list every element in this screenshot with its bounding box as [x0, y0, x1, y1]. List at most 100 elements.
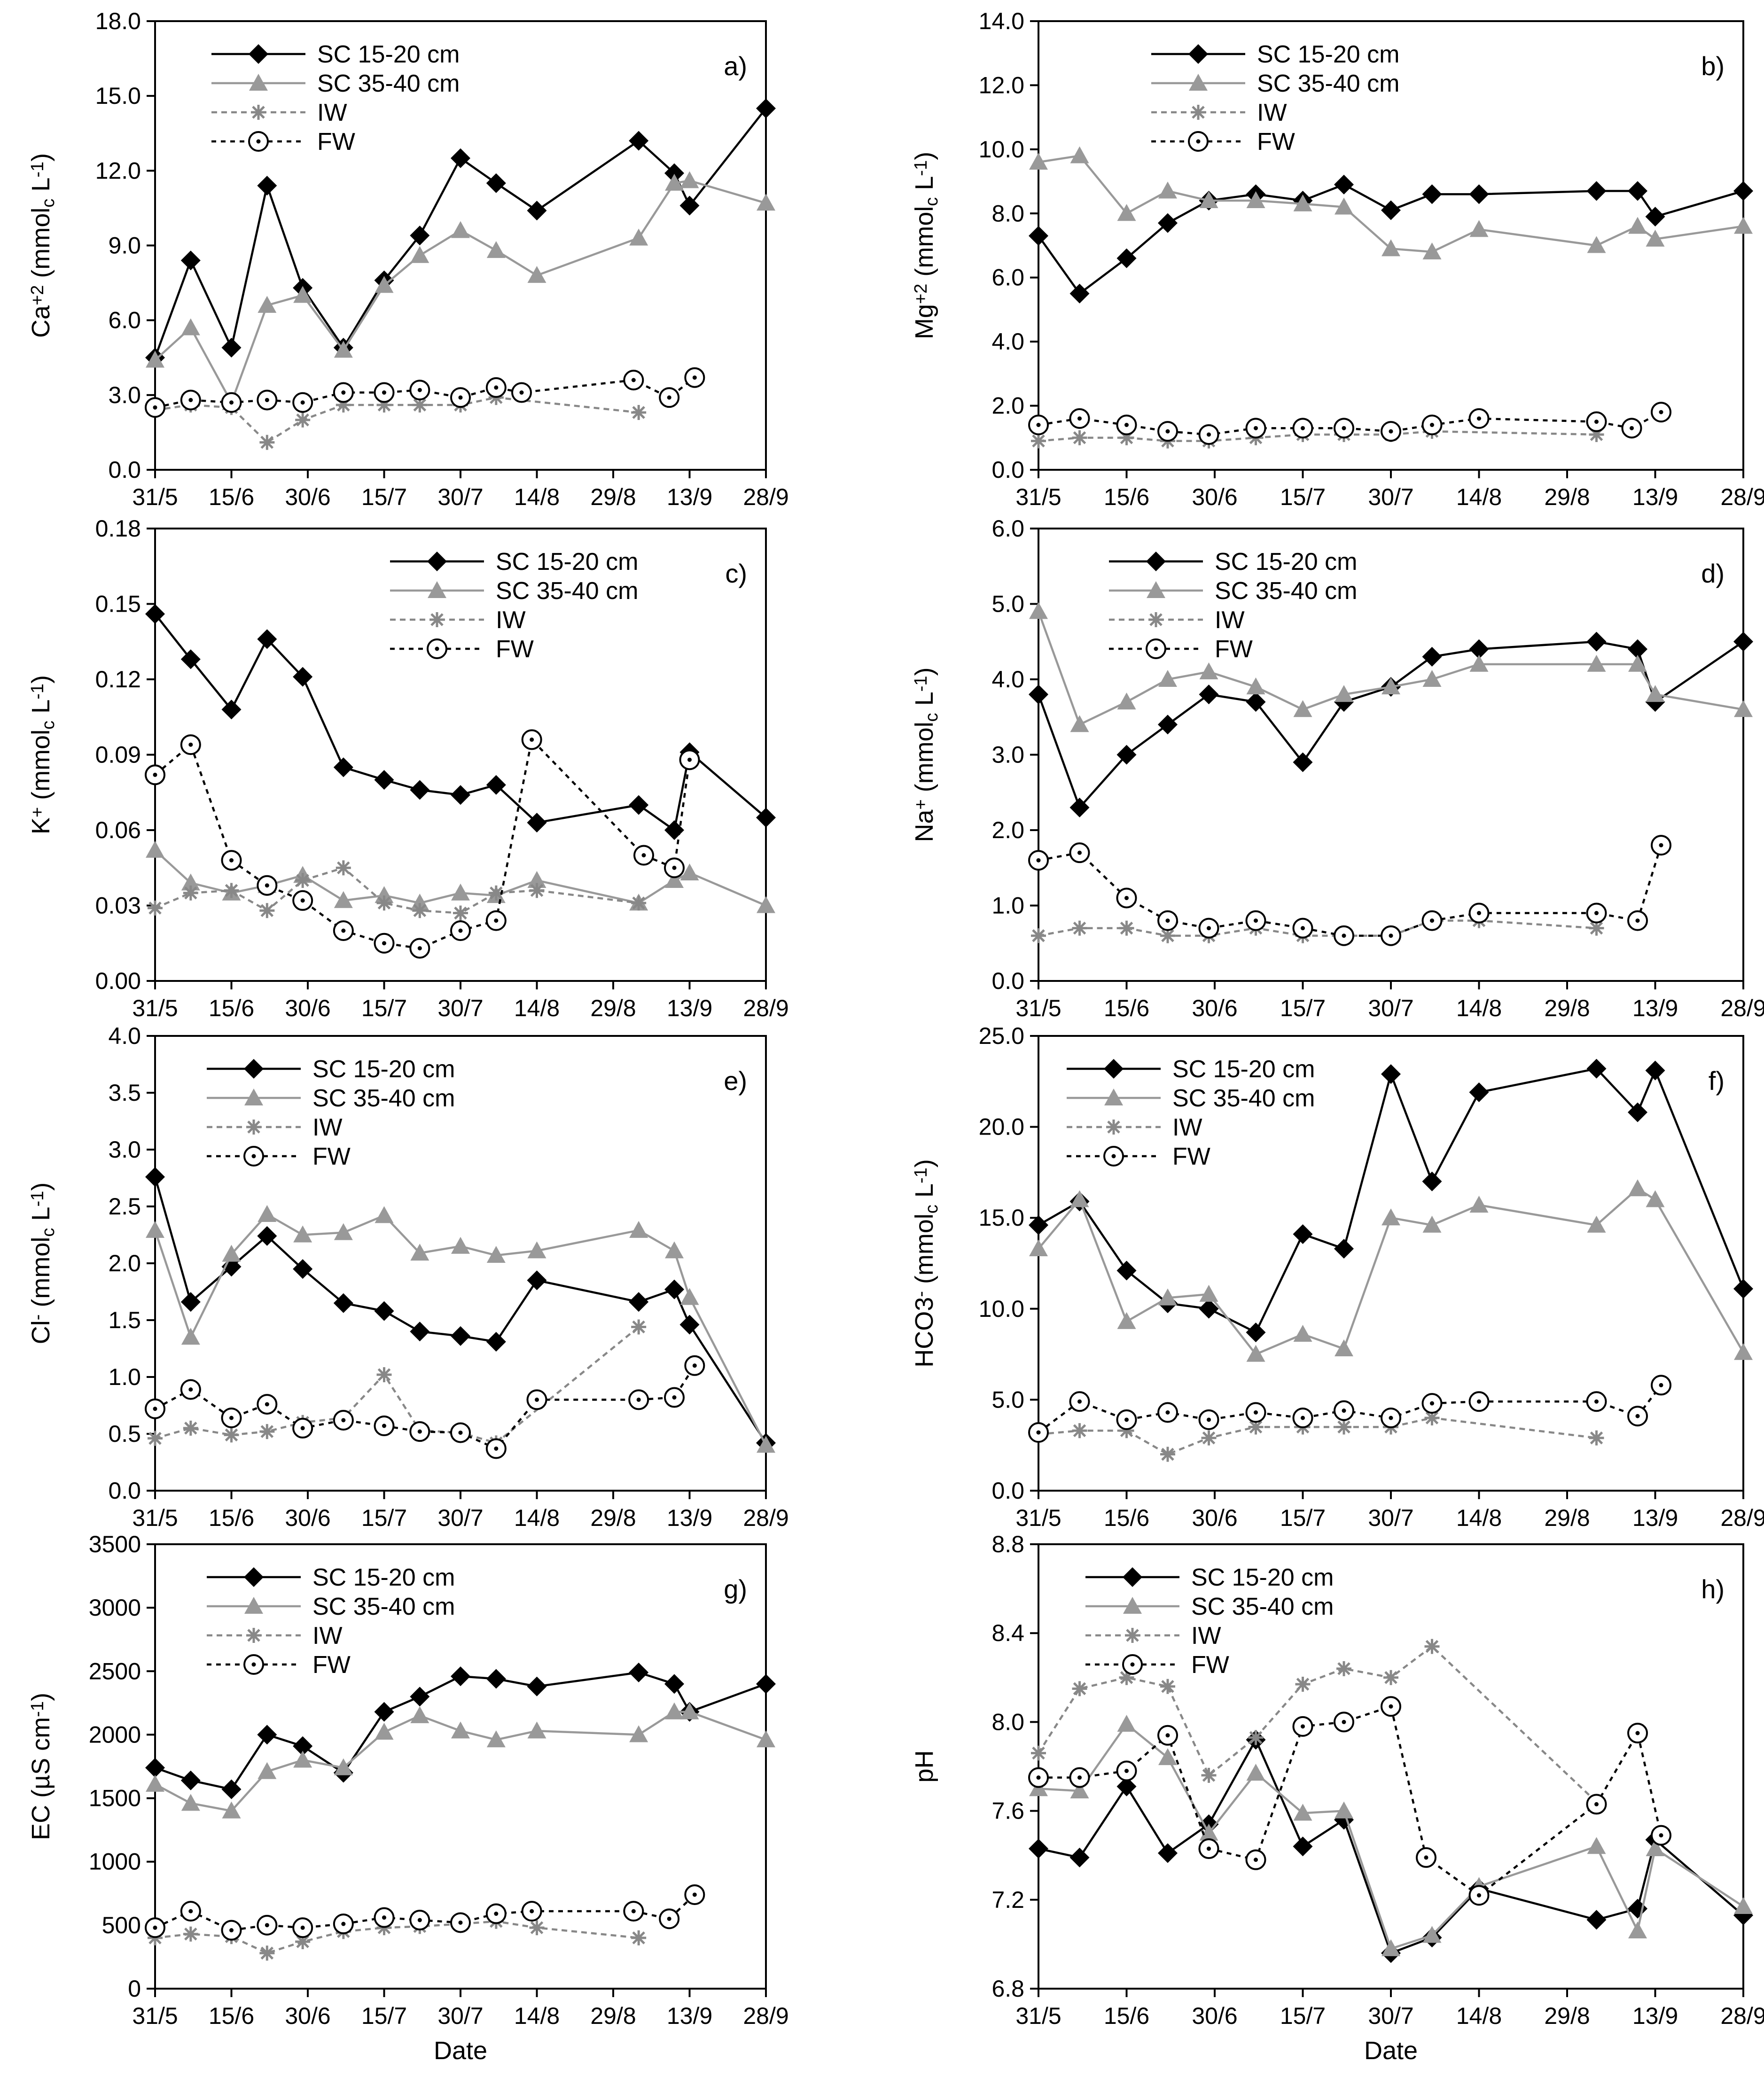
data-point — [1072, 920, 1087, 936]
legend-marker — [243, 1146, 264, 1167]
panel-label: g) — [724, 1574, 747, 1604]
legend-label: SC 15-20 cm — [312, 1564, 455, 1591]
data-point — [1469, 654, 1489, 672]
legend-marker — [246, 1628, 261, 1643]
data-point — [1293, 1836, 1313, 1857]
data-point — [148, 1431, 163, 1446]
data-point — [1028, 414, 1049, 436]
data-point — [1335, 1801, 1353, 1819]
x-axis: 31/5 15/6 30/6 15/7 30/7 14/8 29/8 13/9 28/9 — [1015, 470, 1764, 510]
data-point — [374, 933, 395, 954]
y-tick-label: 8.0 — [991, 1709, 1024, 1735]
legend-marker — [1123, 1567, 1142, 1587]
data-point — [224, 883, 239, 898]
y-axis-title-part: -1 — [28, 1191, 47, 1207]
data-point — [374, 770, 394, 790]
data-point — [1335, 1339, 1353, 1356]
legend-label: SC 15-20 cm — [312, 1056, 455, 1083]
data-point — [1381, 1696, 1401, 1717]
series-fw — [145, 367, 705, 418]
data-point — [257, 1226, 277, 1246]
data-point — [181, 873, 200, 891]
y-tick-label: 12.0 — [95, 157, 141, 184]
data-point — [1734, 1343, 1753, 1360]
data-point — [1381, 200, 1401, 220]
y-axis-title-part: L — [27, 1207, 55, 1228]
data-point — [293, 1259, 313, 1279]
x-tick-label: 13/9 — [1632, 995, 1678, 1021]
data-point — [333, 1913, 354, 1935]
data-point — [1469, 1196, 1489, 1213]
data-point — [1070, 1781, 1089, 1799]
x-tick-label: 15/6 — [209, 995, 254, 1021]
data-point — [1117, 692, 1136, 710]
data-point — [1589, 1430, 1604, 1446]
x-tick-label: 29/8 — [590, 2003, 636, 2029]
y-axis-title-part: ) — [27, 675, 55, 684]
x-axis: 31/5 15/6 30/6 15/7 30/7 14/8 29/8 13/9 28/9 — [132, 1491, 789, 1531]
legend-label: IW — [1257, 99, 1287, 126]
data-point — [527, 812, 547, 832]
panel-h: 6.8 7.2 7.6 8.0 8.4 8.8 31/5 15/6 30/6 15/7 30/7 14… — [910, 1531, 1764, 2065]
data-point — [757, 896, 775, 913]
data-point — [292, 1917, 313, 1938]
data-point — [1381, 1408, 1401, 1429]
series-sc-35-40-cm — [1029, 602, 1753, 732]
data-point — [1422, 670, 1442, 687]
data-point — [222, 1244, 241, 1262]
data-point — [180, 250, 201, 271]
data-point — [1586, 902, 1607, 924]
data-point — [631, 1930, 647, 1945]
data-point — [1733, 631, 1753, 652]
legend-marker — [244, 1089, 263, 1105]
y-tick-label: 500 — [102, 1912, 141, 1938]
data-point — [1246, 1345, 1265, 1362]
data-point — [1627, 1406, 1648, 1427]
y-axis: 0.0 3.0 6.0 9.0 12.0 15.0 18.0 — [95, 8, 155, 483]
data-point — [629, 131, 649, 151]
data-point — [1292, 918, 1313, 939]
x-tick-label: 15/6 — [1104, 2003, 1149, 2029]
x-tick-label: 28/9 — [743, 484, 788, 510]
data-point — [1117, 1312, 1136, 1329]
data-point — [1158, 181, 1177, 199]
data-point — [1157, 1402, 1178, 1423]
data-point — [146, 1774, 164, 1792]
y-tick-label: 0 — [128, 1976, 141, 2002]
legend-label: FW — [317, 128, 355, 156]
data-point — [410, 1706, 429, 1723]
series-fw — [145, 1884, 705, 1941]
data-point — [451, 1721, 470, 1739]
series-fw — [1028, 402, 1671, 445]
data-point — [1160, 1447, 1175, 1462]
data-point — [1422, 646, 1442, 667]
data-point — [1029, 684, 1048, 705]
data-point — [374, 1416, 395, 1437]
data-point — [665, 1702, 684, 1719]
data-point — [1292, 1716, 1313, 1737]
legend-marker — [1122, 1654, 1143, 1675]
y-axis-title-part: c — [922, 713, 942, 722]
series-sc-15-20-cm — [1029, 631, 1753, 817]
data-point — [1158, 1843, 1178, 1863]
data-point — [1734, 217, 1753, 234]
panel-e: 0.0 0.5 1.0 1.5 2.0 2.5 3.0 3.5 4.0 31/5 15/6 30/6 1… — [27, 1023, 789, 1531]
y-axis-title: Cl- (mmolc L-1) — [27, 1182, 58, 1344]
data-point — [333, 1293, 353, 1313]
legend-label: SC 35-40 cm — [317, 70, 460, 97]
data-point — [1335, 197, 1353, 215]
data-point — [1382, 239, 1400, 257]
data-point — [659, 387, 680, 408]
data-point — [1621, 418, 1642, 439]
y-tick-label: 10.0 — [979, 136, 1024, 163]
series-sc-15-20-cm — [1029, 1058, 1753, 1343]
data-point — [1069, 1391, 1090, 1412]
y-axis-title: pH — [910, 1750, 938, 1782]
y-axis-title-part: (mmol — [910, 206, 938, 284]
data-point — [410, 226, 430, 246]
x-tick-label: 13/9 — [1632, 2003, 1678, 2029]
data-point — [485, 910, 507, 931]
y-axis-title-part: c — [922, 197, 942, 206]
data-point — [293, 1750, 312, 1768]
